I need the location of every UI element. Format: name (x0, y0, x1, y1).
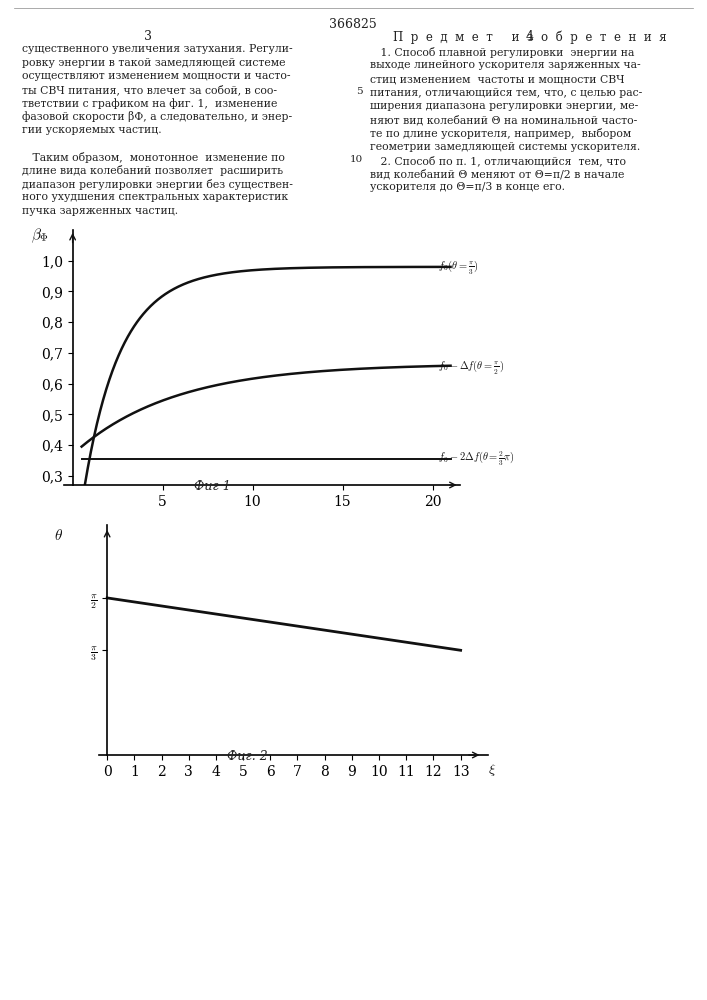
Text: выходе линейного ускорителя заряженных ча-: выходе линейного ускорителя заряженных ч… (370, 60, 641, 70)
Text: тветствии с графиком на фиг. 1,  изменение: тветствии с графиком на фиг. 1, изменени… (22, 98, 277, 109)
Text: длине вида колебаний позволяет  расширить: длине вида колебаний позволяет расширить (22, 165, 283, 176)
Text: П  р  е  д  м  е  т     и  з  о  б  р  е  т  е  н  и  я: П р е д м е т и з о б р е т е н и я (393, 30, 667, 43)
Text: 5: 5 (356, 88, 363, 97)
Text: осуществляют изменением мощности и часто-: осуществляют изменением мощности и часто… (22, 71, 291, 81)
Text: няют вид колебаний Θ на номинальной часто-: няют вид колебаний Θ на номинальной част… (370, 114, 637, 125)
Text: ширения диапазона регулировки энергии, ме-: ширения диапазона регулировки энергии, м… (370, 101, 638, 111)
Text: $\theta$: $\theta$ (54, 527, 63, 542)
Text: гии ускоряемых частиц.: гии ускоряемых частиц. (22, 125, 162, 135)
Text: 4: 4 (526, 30, 534, 43)
Text: 1. Способ плавной регулировки  энергии на: 1. Способ плавной регулировки энергии на (370, 47, 634, 58)
Text: Таким образом,  монотонное  изменение по: Таким образом, монотонное изменение по (22, 152, 285, 163)
Text: $f_0(\theta=\frac{\pi}{3})$: $f_0(\theta=\frac{\pi}{3})$ (438, 259, 479, 277)
Text: 2. Способ по п. 1, отличающийся  тем, что: 2. Способ по п. 1, отличающийся тем, что (370, 155, 626, 166)
Text: 10: 10 (350, 155, 363, 164)
Text: Фиг 1: Фиг 1 (194, 480, 230, 493)
Text: существенного увеличения затухания. Регули-: существенного увеличения затухания. Регу… (22, 44, 293, 54)
Text: 366825: 366825 (329, 18, 377, 31)
Text: питания, отличающийся тем, что, с целью рас-: питания, отличающийся тем, что, с целью … (370, 88, 642, 98)
Text: геометрии замедляющей системы ускорителя.: геометрии замедляющей системы ускорителя… (370, 141, 641, 151)
Text: ного ухудшения спектральных характеристик: ного ухудшения спектральных характеристи… (22, 192, 288, 202)
Text: Фиг. 2: Фиг. 2 (227, 750, 268, 763)
Text: ты СВЧ питания, что влечет за собой, в соо-: ты СВЧ питания, что влечет за собой, в с… (22, 85, 277, 95)
Text: стиц изменением  частоты и мощности СВЧ: стиц изменением частоты и мощности СВЧ (370, 74, 624, 84)
Text: диапазон регулировки энергии без существен-: диапазон регулировки энергии без существ… (22, 179, 293, 190)
Text: $f_0-\Delta f(\theta=\frac{\pi}{2})$: $f_0-\Delta f(\theta=\frac{\pi}{2})$ (438, 359, 504, 377)
Text: фазовой скорости βΦ, а следовательно, и энер-: фазовой скорости βΦ, а следовательно, и … (22, 111, 292, 122)
Text: 3: 3 (144, 30, 152, 43)
Text: ускорителя до Θ=π/3 в конце его.: ускорителя до Θ=π/3 в конце его. (370, 182, 565, 192)
Text: вид колебаний Θ меняют от Θ=π/2 в начале: вид колебаний Θ меняют от Θ=π/2 в начале (370, 168, 624, 179)
Text: $\xi$: $\xi$ (488, 762, 496, 778)
Text: $\beta_\Phi$: $\beta_\Phi$ (31, 227, 49, 245)
Text: $f_0-2\Delta f(\theta=\frac{2}{3}\pi)$: $f_0-2\Delta f(\theta=\frac{2}{3}\pi)$ (438, 450, 515, 468)
Text: пучка заряженных частиц.: пучка заряженных частиц. (22, 206, 178, 216)
Text: те по длине ускорителя, например,  выбором: те по длине ускорителя, например, выборо… (370, 128, 631, 139)
Text: ровку энергии в такой замедляющей системе: ровку энергии в такой замедляющей систем… (22, 57, 286, 68)
